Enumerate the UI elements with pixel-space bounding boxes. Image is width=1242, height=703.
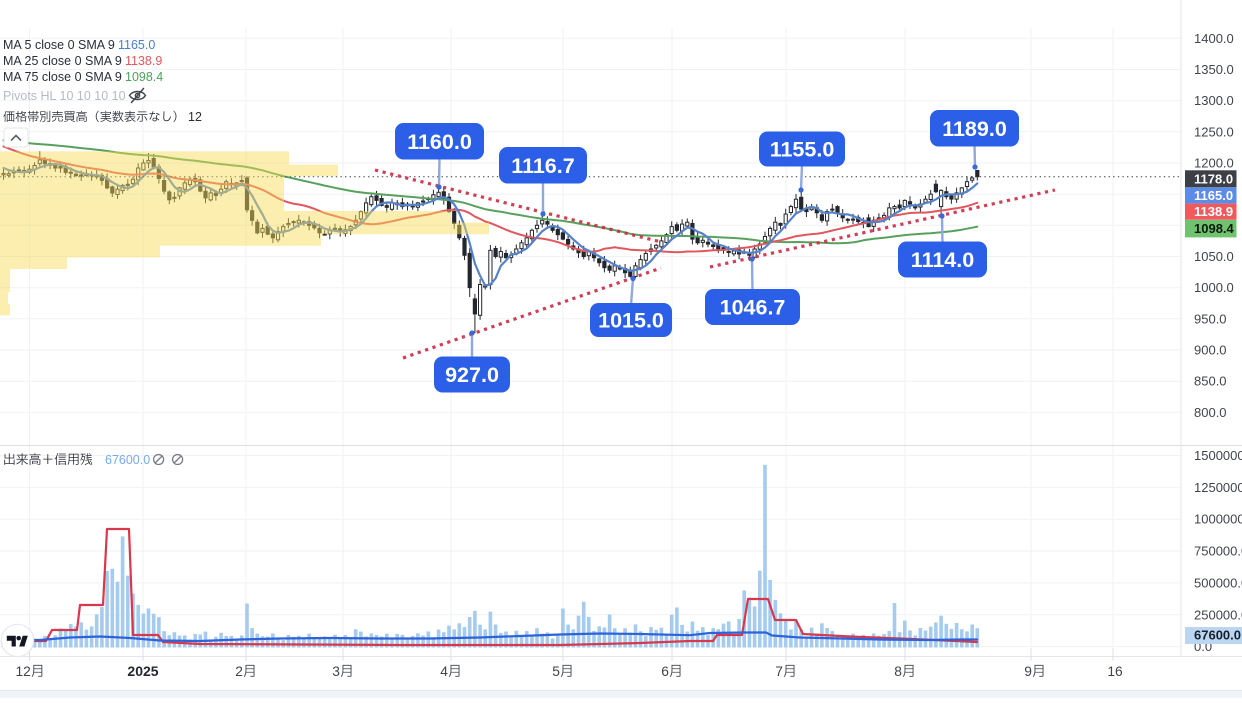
svg-text:750000.0: 750000.0 [1194, 544, 1242, 559]
svg-text:67600.0: 67600.0 [105, 453, 150, 467]
svg-text:1165.0: 1165.0 [118, 38, 155, 52]
svg-text:MA 5 close 0 SMA 9: MA 5 close 0 SMA 9 [3, 38, 115, 52]
svg-text:Pivots HL 10 10 10 10: Pivots HL 10 10 10 10 [3, 89, 126, 103]
svg-text:1250.0: 1250.0 [1194, 124, 1234, 139]
svg-text:927.0: 927.0 [445, 363, 499, 387]
svg-text:1046.7: 1046.7 [720, 296, 786, 320]
svg-text:1098.4: 1098.4 [1194, 221, 1235, 236]
svg-text:16: 16 [1107, 664, 1123, 679]
svg-text:1300.0: 1300.0 [1194, 93, 1234, 108]
svg-text:2025: 2025 [127, 663, 158, 679]
svg-text:900.0: 900.0 [1194, 343, 1227, 358]
svg-text:1165.0: 1165.0 [1194, 188, 1233, 203]
svg-text:1155.0: 1155.0 [770, 138, 835, 162]
svg-text:1114.0: 1114.0 [911, 248, 974, 272]
svg-text:1178.0: 1178.0 [1194, 171, 1233, 186]
svg-text:1200.0: 1200.0 [1194, 156, 1234, 171]
svg-text:1138.9: 1138.9 [125, 54, 162, 68]
svg-text:8: 8 [894, 664, 902, 679]
svg-text:12: 12 [188, 110, 202, 124]
svg-text:1138.9: 1138.9 [1194, 204, 1233, 219]
svg-text:250000.0: 250000.0 [1194, 607, 1242, 622]
svg-text:850.0: 850.0 [1194, 374, 1227, 389]
svg-text:950.0: 950.0 [1194, 311, 1227, 326]
svg-text:1350.0: 1350.0 [1194, 62, 1234, 77]
svg-text:1400.0: 1400.0 [1194, 31, 1234, 46]
svg-text:1015.0: 1015.0 [598, 309, 664, 333]
svg-text:2: 2 [235, 664, 243, 679]
svg-text:1189.0: 1189.0 [942, 117, 1007, 141]
svg-text:1050.0: 1050.0 [1194, 249, 1234, 264]
svg-text:MA 25 close 0 SMA 9: MA 25 close 0 SMA 9 [3, 54, 122, 68]
svg-text:500000.0: 500000.0 [1194, 575, 1242, 590]
svg-text:12: 12 [16, 664, 31, 679]
svg-text:1000000.0: 1000000.0 [1194, 512, 1242, 527]
svg-text:1000.0: 1000.0 [1194, 280, 1234, 295]
svg-text:1250000.0: 1250000.0 [1194, 480, 1242, 495]
svg-text:1160.0: 1160.0 [407, 130, 472, 154]
svg-text:3: 3 [332, 664, 340, 679]
svg-text:6: 6 [661, 664, 669, 679]
svg-text:MA 75 close 0 SMA 9: MA 75 close 0 SMA 9 [3, 70, 122, 84]
svg-text:9: 9 [1024, 664, 1032, 679]
svg-text:7: 7 [775, 664, 783, 679]
svg-text:67600.0: 67600.0 [1194, 628, 1241, 643]
svg-text:1116.7: 1116.7 [511, 154, 574, 178]
svg-text:1098.4: 1098.4 [125, 70, 163, 84]
svg-text:4: 4 [440, 664, 448, 679]
svg-text:800.0: 800.0 [1194, 405, 1227, 420]
svg-text:1500000.0: 1500000.0 [1194, 448, 1242, 463]
svg-text:5: 5 [552, 664, 560, 679]
